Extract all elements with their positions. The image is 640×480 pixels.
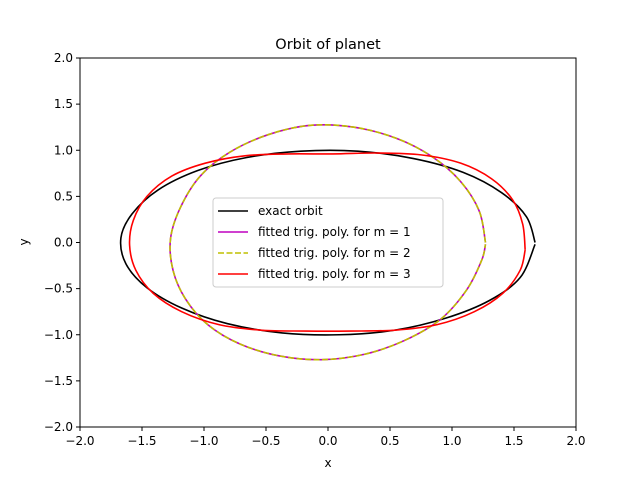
y-tick-label: −2.0 [44,420,73,434]
series-curves [119,124,536,361]
legend-box [212,197,444,288]
x-axis-label: x [324,456,331,470]
y-tick-label: 1.0 [54,143,73,157]
trig-poly-m2-line [169,124,487,361]
y-tick-label: 0.5 [54,189,73,203]
x-tick-label: −1.5 [127,434,156,448]
y-axis-ticks: −2.0 −1.5 −1.0 −0.5 0.0 0.5 1.0 1.5 2.0 [44,51,80,434]
chart-title: Orbit of planet [275,37,381,53]
y-tick-label: −1.0 [44,328,73,342]
x-tick-label: 2.0 [566,434,585,448]
x-tick-label: −1.0 [189,434,218,448]
legend-label: exact orbit [258,204,323,218]
x-tick-label: −0.5 [251,434,280,448]
y-tick-label: −1.5 [44,374,73,388]
legend: exact orbit fitted trig. poly. for m = 1 f… [212,197,444,288]
legend-label: fitted trig. poly. for m = 1 [258,225,411,239]
exact-orbit-line [119,149,536,336]
y-tick-label: −0.5 [44,282,73,296]
y-tick-label: 2.0 [54,51,73,65]
x-tick-label: 1.5 [504,434,523,448]
x-tick-label: −2.0 [65,434,94,448]
x-tick-label: 1.0 [442,434,461,448]
trig-poly-m3-line [128,152,526,332]
y-axis-label: y [17,238,31,245]
x-tick-label: 0.0 [318,434,337,448]
x-tick-label: 0.5 [380,434,399,448]
x-axis-ticks: −2.0 −1.5 −1.0 −0.5 0.0 0.5 1.0 1.5 2.0 [65,427,586,448]
legend-label: fitted trig. poly. for m = 3 [258,267,411,281]
y-tick-label: 1.5 [54,97,73,111]
y-tick-label: 0.0 [54,236,73,250]
legend-label: fitted trig. poly. for m = 2 [258,246,411,260]
